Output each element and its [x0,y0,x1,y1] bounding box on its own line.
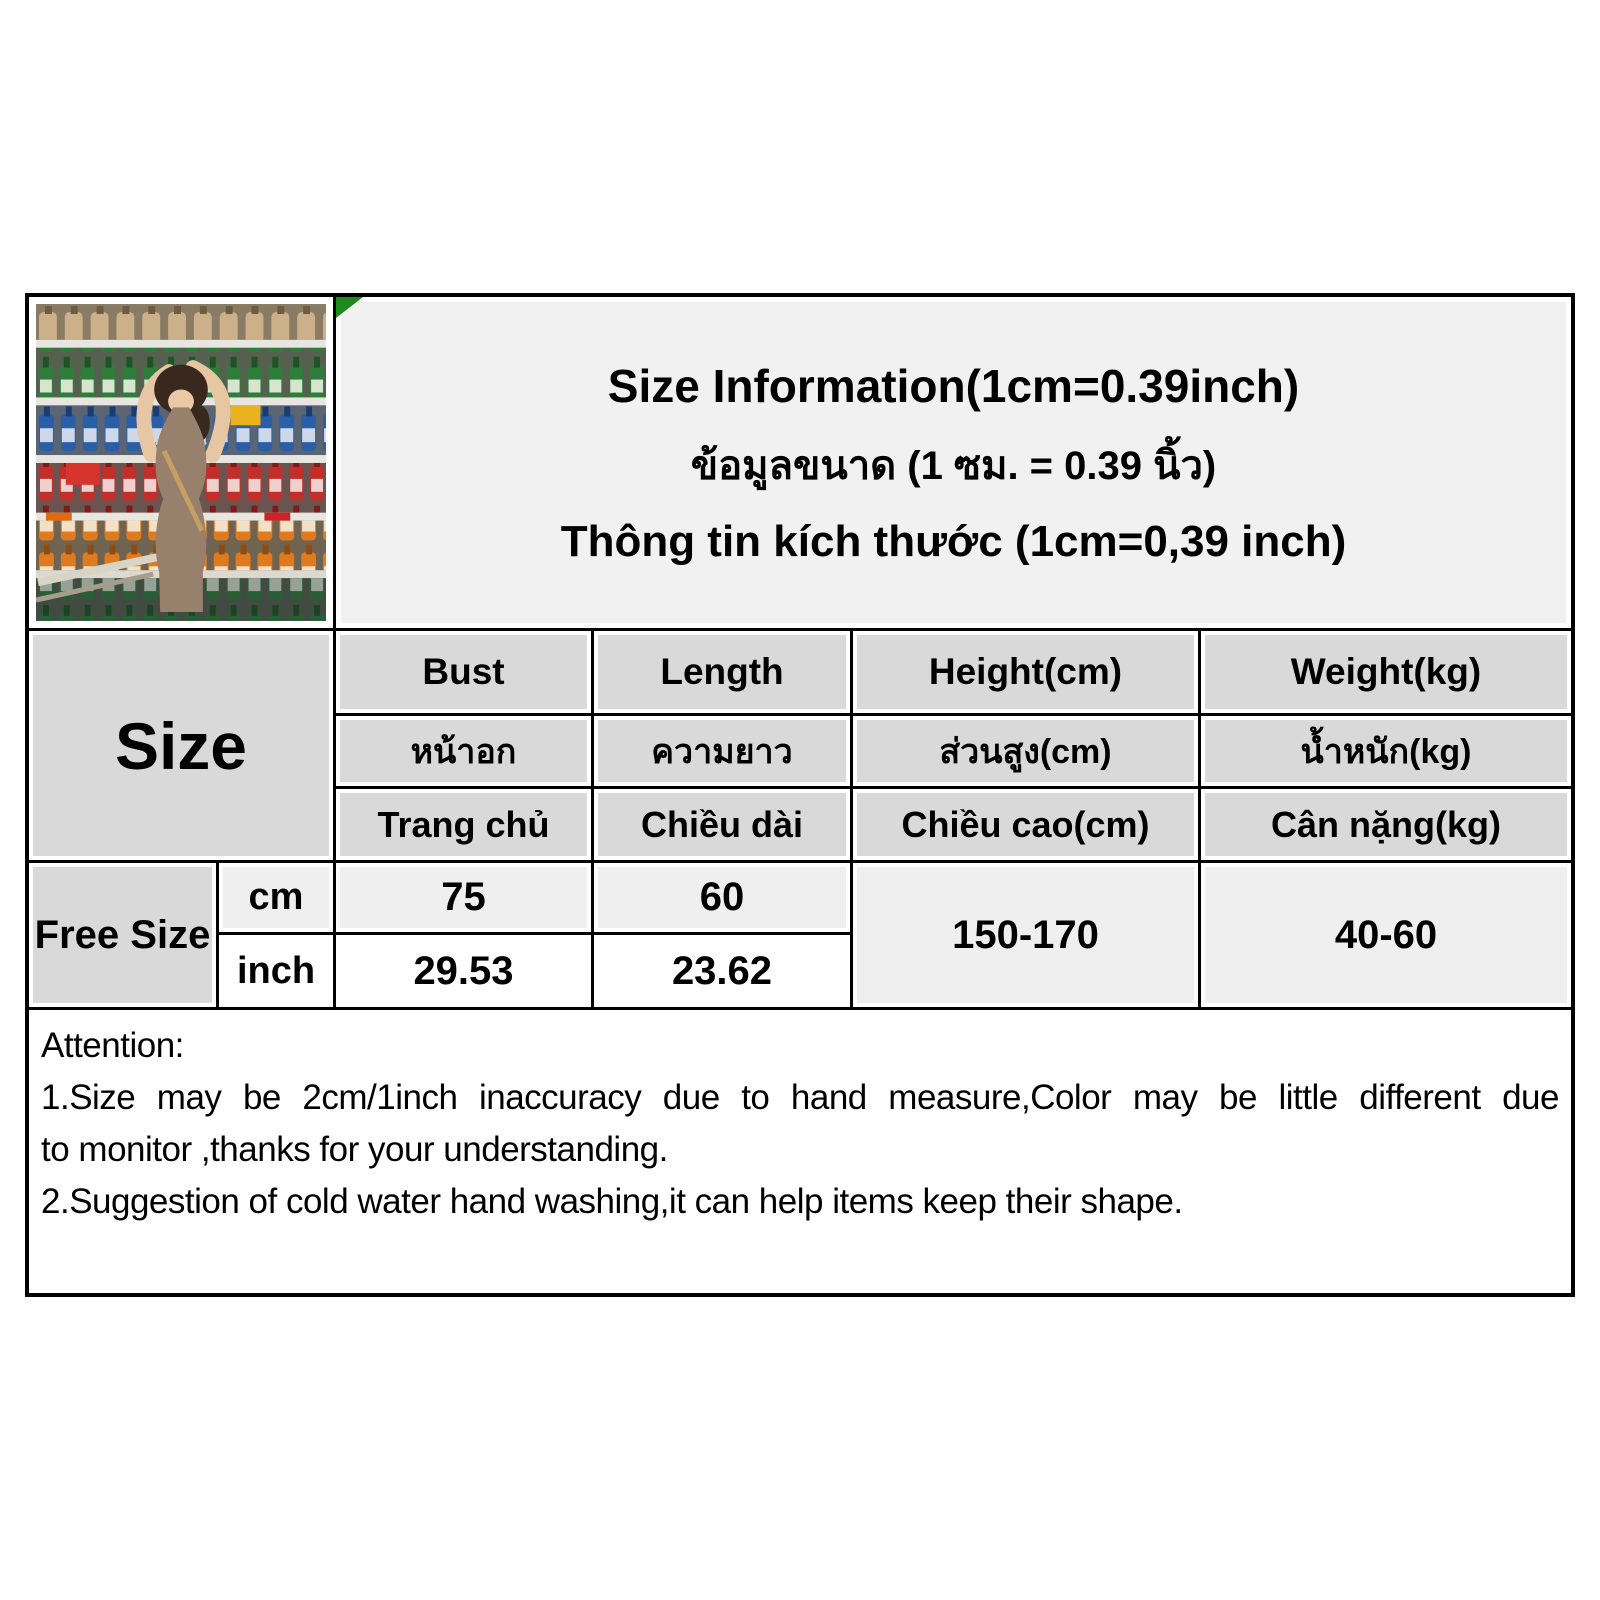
attention-note2: 2.Suggestion of cold water hand washing,… [41,1182,1183,1221]
product-photo [36,304,326,621]
attention-note1-line2: to monitor ,thanks for your understandin… [41,1130,668,1169]
header-height-en: Height(cm) [853,631,1201,716]
length-cm-value: 60 [594,863,853,935]
attention-section: Attention: 1.Size may be 2cm/1inch inacc… [29,1010,1571,1293]
header-height-th: ส่วนสูง(cm) [853,716,1201,789]
attention-title: Attention: [41,1026,184,1065]
unit-cm-cell: cm [219,863,336,935]
attention-note1-line1: 1.Size may be 2cm/1inch inaccuracy due t… [41,1078,1560,1117]
cart-handle [37,552,162,587]
table-data-section: Free Size cm 75 60 150-170 40-60 inch 29… [29,863,1571,1010]
right-arm [185,360,231,463]
size-corner-cell: Size [29,631,336,860]
header-bust-en: Bust [336,631,594,716]
cart-rail [36,571,154,603]
brown-dress [155,407,207,612]
unit-inch-cell: inch [219,935,336,1007]
size-corner-label: Size [33,635,329,856]
size-chart-sheet: Size Information(1cm=0.39inch) ข้อมูลขนา… [25,293,1575,1297]
title-vietnamese: Thông tin kích thước (1cm=0,39 inch) [560,516,1347,566]
title-cell: Size Information(1cm=0.39inch) ข้อมูลขนา… [336,297,1571,628]
free-size-label-cell: Free Size [29,863,219,1007]
height-value: 150-170 [853,863,1201,1007]
table-header-section: Size Bust Length Height(cm) Weight(kg) ห… [29,631,1571,863]
hair [154,364,208,415]
bust-cm-value: 75 [336,863,594,935]
product-photo-cell [29,297,336,628]
header-length-vi: Chiều dài [594,789,853,860]
length-inch-value: 23.62 [594,935,853,1007]
header-section: Size Information(1cm=0.39inch) ข้อมูลขนา… [29,297,1571,631]
header-weight-en: Weight(kg) [1201,631,1571,716]
header-height-vi: Chiều cao(cm) [853,789,1201,860]
header-weight-th: น้ำหนัก(kg) [1201,716,1571,789]
header-bust-th: หน้าอก [336,716,594,789]
header-bust-vi: Trang chủ [336,789,594,860]
model-figure [36,360,231,612]
face [168,389,194,414]
bag-strap [161,450,205,532]
header-weight-vi: Cân nặng(kg) [1201,789,1571,860]
bust-inch-value: 29.53 [336,935,594,1007]
weight-value: 40-60 [1201,863,1571,1007]
title-block: Size Information(1cm=0.39inch) ข้อมูลขนา… [341,302,1566,623]
header-length-th: ความยาว [594,716,853,789]
title-english: Size Information(1cm=0.39inch) [607,359,1300,412]
title-thai: ข้อมูลขนาด (1 ซม. = 0.39 นิ้ว) [690,443,1217,488]
header-length-en: Length [594,631,853,716]
